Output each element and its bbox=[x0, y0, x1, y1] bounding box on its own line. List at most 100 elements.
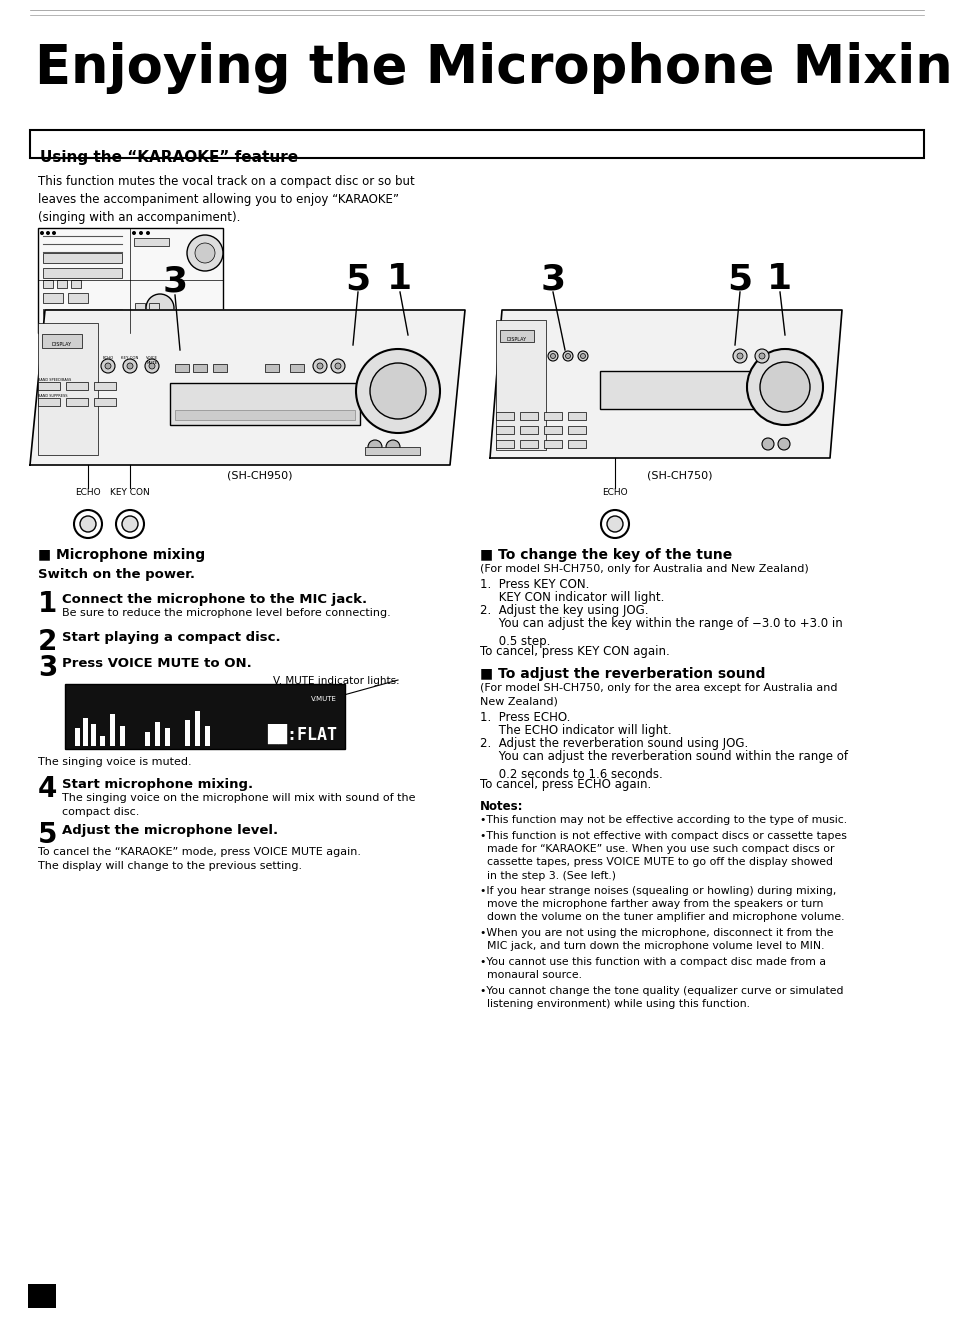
Bar bbox=[30, 131, 923, 159]
Bar bbox=[213, 364, 227, 372]
Text: VOICE
MUTE: VOICE MUTE bbox=[146, 356, 158, 365]
Bar bbox=[519, 440, 537, 448]
Circle shape bbox=[370, 363, 426, 419]
Bar bbox=[43, 293, 63, 303]
Text: To cancel, press KEY CON again.: To cancel, press KEY CON again. bbox=[479, 645, 669, 659]
Circle shape bbox=[386, 440, 399, 455]
Bar bbox=[519, 427, 537, 435]
Bar bbox=[75, 728, 80, 746]
Bar bbox=[149, 303, 159, 311]
Bar bbox=[567, 440, 585, 448]
Circle shape bbox=[145, 359, 159, 373]
Circle shape bbox=[600, 511, 628, 539]
Text: V. MUTE indicator lights.: V. MUTE indicator lights. bbox=[274, 676, 399, 686]
Circle shape bbox=[550, 353, 555, 359]
Text: 2.  Adjust the key using JOG.: 2. Adjust the key using JOG. bbox=[479, 604, 648, 617]
Text: V.MUTE: V.MUTE bbox=[311, 696, 336, 702]
Bar bbox=[543, 427, 561, 435]
Circle shape bbox=[122, 516, 138, 532]
Bar bbox=[65, 684, 345, 749]
Text: You can adjust the key within the range of −3.0 to +3.0 in
     0.5 step.: You can adjust the key within the range … bbox=[479, 617, 841, 648]
Text: To cancel the “KARAOKE” mode, press VOICE MUTE again.
The display will change to: To cancel the “KARAOKE” mode, press VOIC… bbox=[38, 846, 360, 870]
Text: The ECHO indicator will light.: The ECHO indicator will light. bbox=[479, 724, 671, 737]
Text: 3: 3 bbox=[162, 265, 188, 299]
Bar bbox=[66, 383, 88, 391]
Bar bbox=[38, 383, 60, 391]
Bar bbox=[165, 728, 170, 746]
Bar bbox=[499, 331, 534, 343]
Circle shape bbox=[778, 439, 789, 451]
Text: To cancel, press ECHO again.: To cancel, press ECHO again. bbox=[479, 778, 651, 790]
Bar bbox=[133, 239, 169, 247]
Bar bbox=[193, 364, 207, 372]
Circle shape bbox=[52, 231, 56, 235]
Bar bbox=[567, 412, 585, 420]
Circle shape bbox=[578, 351, 587, 361]
Text: You can adjust the reverberation sound within the range of
     0.2 seconds to 1: You can adjust the reverberation sound w… bbox=[479, 750, 847, 781]
Circle shape bbox=[579, 353, 585, 359]
Text: Adjust the microphone level.: Adjust the microphone level. bbox=[62, 824, 278, 837]
Bar bbox=[543, 440, 561, 448]
Text: 3: 3 bbox=[38, 655, 57, 682]
Bar bbox=[567, 427, 585, 435]
Circle shape bbox=[759, 353, 764, 359]
Text: •You cannot use this function with a compact disc made from a
  monaural source.: •You cannot use this function with a com… bbox=[479, 957, 825, 980]
Bar bbox=[43, 268, 122, 279]
Text: KEY CON: KEY CON bbox=[110, 488, 150, 497]
Circle shape bbox=[746, 349, 822, 425]
Bar bbox=[83, 718, 88, 746]
Text: This function mutes the vocal track on a compact disc or so but
leaves the accom: This function mutes the vocal track on a… bbox=[38, 175, 415, 224]
Bar bbox=[154, 722, 160, 746]
Bar bbox=[145, 732, 150, 746]
Text: •When you are not using the microphone, disconnect it from the
  MIC jack, and t: •When you are not using the microphone, … bbox=[479, 928, 833, 952]
Bar bbox=[290, 364, 304, 372]
Bar bbox=[38, 323, 98, 455]
Circle shape bbox=[562, 351, 573, 361]
Text: DISPLAY: DISPLAY bbox=[506, 337, 526, 343]
Circle shape bbox=[732, 349, 746, 363]
Text: The singing voice is muted.: The singing voice is muted. bbox=[38, 757, 192, 766]
Bar bbox=[38, 399, 60, 407]
Text: BAND SUPPRESS: BAND SUPPRESS bbox=[38, 395, 68, 399]
Text: Start microphone mixing.: Start microphone mixing. bbox=[62, 778, 253, 790]
Text: (For model SH-CH750, only for Australia and New Zealand): (For model SH-CH750, only for Australia … bbox=[479, 564, 808, 575]
Bar bbox=[135, 315, 174, 323]
Text: 5: 5 bbox=[345, 263, 370, 296]
Text: •You cannot change the tone quality (equalizer curve or simulated
  listening en: •You cannot change the tone quality (equ… bbox=[479, 986, 842, 1009]
Circle shape bbox=[737, 353, 742, 359]
Circle shape bbox=[547, 351, 558, 361]
Circle shape bbox=[80, 516, 96, 532]
Text: BAND SPEED/BASS: BAND SPEED/BASS bbox=[38, 379, 71, 383]
Text: 4: 4 bbox=[38, 774, 57, 802]
Circle shape bbox=[194, 243, 214, 263]
Text: Using the “KARAOKE” feature: Using the “KARAOKE” feature bbox=[40, 151, 297, 165]
Bar bbox=[194, 710, 200, 746]
Circle shape bbox=[116, 511, 144, 539]
Circle shape bbox=[123, 359, 137, 373]
Bar bbox=[120, 726, 125, 746]
Bar bbox=[68, 293, 88, 303]
Text: (SH-CH950): (SH-CH950) bbox=[227, 471, 293, 480]
Circle shape bbox=[105, 363, 111, 369]
Text: Connect the microphone to the MIC jack.: Connect the microphone to the MIC jack. bbox=[62, 593, 367, 607]
Circle shape bbox=[761, 439, 773, 451]
Text: 1.  Press KEY CON.: 1. Press KEY CON. bbox=[479, 579, 589, 591]
Text: ■ To change the key of the tune: ■ To change the key of the tune bbox=[479, 548, 732, 563]
Text: ECHO: ECHO bbox=[102, 356, 113, 360]
Bar bbox=[365, 447, 419, 455]
Bar bbox=[57, 280, 67, 288]
Circle shape bbox=[760, 363, 809, 412]
Text: Press VOICE MUTE to ON.: Press VOICE MUTE to ON. bbox=[62, 657, 252, 670]
Bar bbox=[28, 1284, 56, 1308]
Bar bbox=[174, 364, 189, 372]
Bar bbox=[43, 253, 122, 263]
Text: 1.  Press ECHO.: 1. Press ECHO. bbox=[479, 710, 570, 724]
Bar bbox=[100, 736, 105, 746]
Text: Enjoying the Microphone Mixing: Enjoying the Microphone Mixing bbox=[35, 43, 953, 95]
Text: The singing voice on the microphone will mix with sound of the
compact disc.: The singing voice on the microphone will… bbox=[62, 793, 416, 817]
Text: KEY CON indicator will light.: KEY CON indicator will light. bbox=[479, 591, 663, 604]
Bar bbox=[43, 309, 122, 323]
Bar bbox=[599, 371, 760, 409]
Text: 1: 1 bbox=[766, 263, 792, 296]
Bar bbox=[496, 412, 514, 420]
